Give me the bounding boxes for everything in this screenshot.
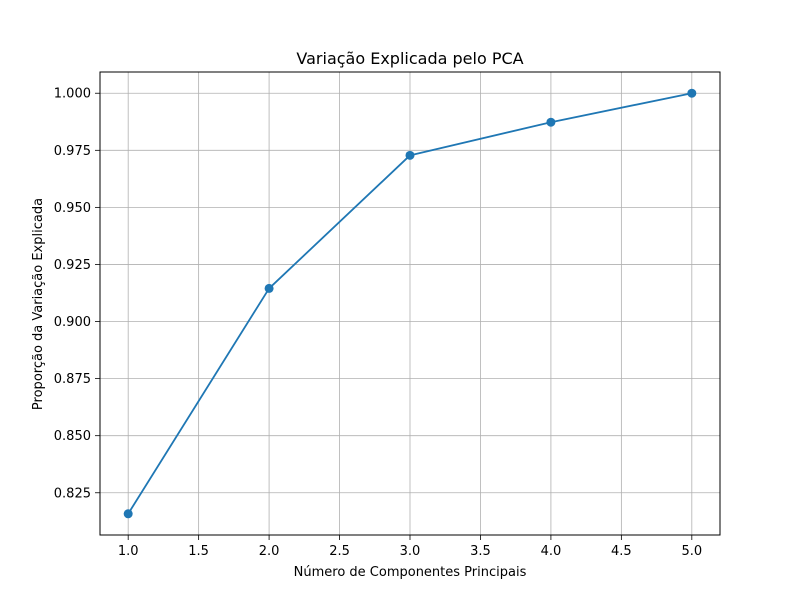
- y-axis-label: Proporção da Variação Explicada: [31, 198, 46, 410]
- data-point: [405, 150, 415, 160]
- y-tick-label: 0.975: [54, 144, 91, 159]
- x-tick-label: 5.0: [681, 544, 702, 559]
- data-point: [687, 88, 697, 98]
- y-tick-label: 0.925: [54, 258, 91, 273]
- x-tick-label: 2.0: [259, 544, 280, 559]
- y-tick-label: 0.875: [54, 372, 91, 387]
- y-tick-label: 0.850: [54, 429, 91, 444]
- x-tick-label: 3.5: [470, 544, 491, 559]
- y-tick-label: 0.900: [54, 315, 91, 330]
- y-tick-label: 0.825: [54, 486, 91, 501]
- y-tick-label: 1.000: [54, 87, 91, 102]
- x-tick-label: 3.0: [400, 544, 421, 559]
- chart-title: Variação Explicada pelo PCA: [296, 49, 523, 68]
- data-point: [123, 509, 133, 519]
- x-tick-label: 1.0: [118, 544, 139, 559]
- series-layer: [123, 88, 697, 519]
- data-point: [546, 117, 556, 127]
- x-tick-label: 4.0: [541, 544, 562, 559]
- x-axis-label: Número de Componentes Principais: [294, 565, 527, 580]
- x-tick-label: 4.5: [611, 544, 632, 559]
- x-tick-label: 2.5: [329, 544, 350, 559]
- grid-layer: [100, 72, 720, 535]
- y-tick-label: 0.950: [54, 201, 91, 216]
- data-point: [264, 283, 274, 293]
- x-tick-label: 1.5: [188, 544, 209, 559]
- tick-layer: 1.0 1.5 2.0 2.5 3.0 3.5 4.0 4.5 5.0 0.825 0.850 0.8…: [54, 87, 702, 559]
